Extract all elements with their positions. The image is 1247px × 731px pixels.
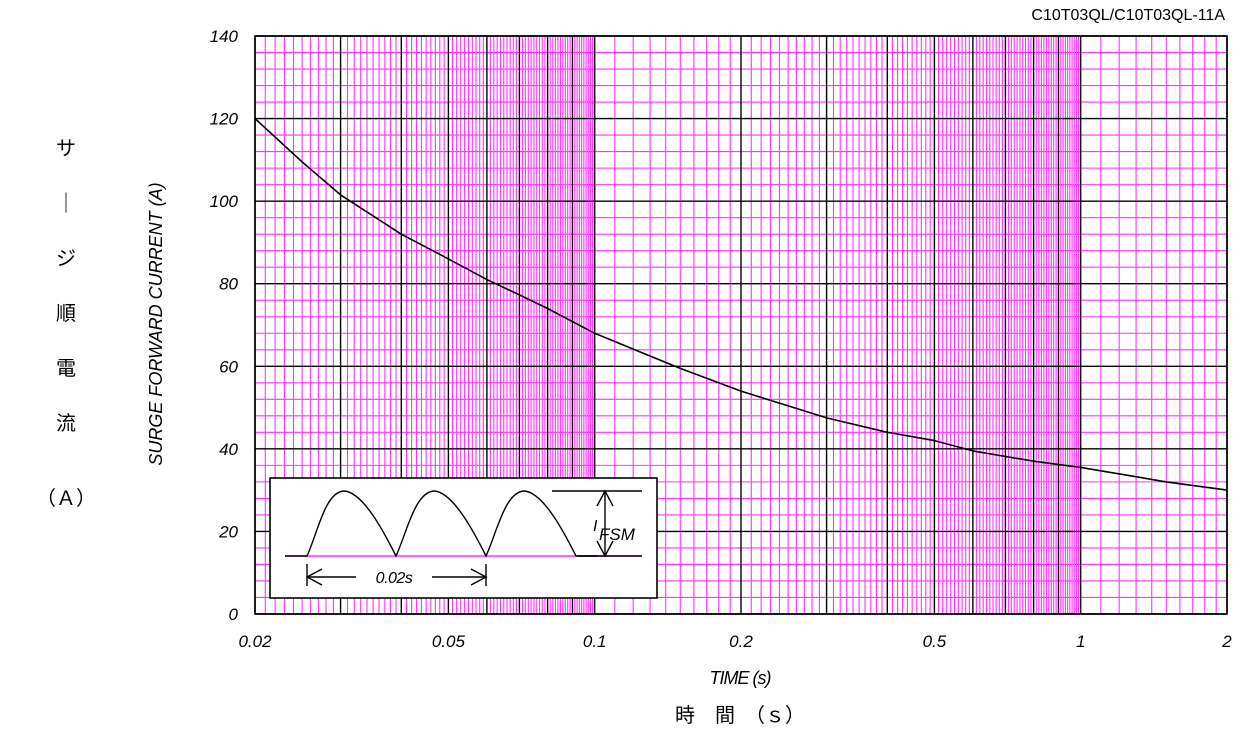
y-axis-label: SURGE FORWARD CURRENT (A) [146, 182, 166, 465]
y-tick-label: 80 [219, 275, 238, 294]
y-tick-label: 120 [210, 110, 239, 129]
chart-title: C10T03QL/C10T03QL-11A [1031, 7, 1225, 24]
y-axis-label-jp-char: （Ａ） [36, 486, 96, 510]
y-tick-label: 20 [218, 522, 238, 541]
y-axis-label-jp: サ ｜ ジ 順 電 流 （Ａ） [36, 136, 96, 510]
x-tick-labels: 0.02 0.05 0.1 0.2 0.5 1 2 [238, 632, 1232, 651]
x-tick-label: 0.05 [432, 632, 466, 651]
inset-amplitude-arrow-head-up [596, 489, 614, 507]
inset-amplitude-symbol: I [593, 518, 598, 535]
y-tick-label: 0 [229, 605, 239, 624]
surge-current-curve [254, 118, 1228, 491]
inset-amplitude-arrow-head-down [596, 540, 614, 558]
y-axis-label-jp-char: 電 [56, 356, 76, 380]
y-axis-label-jp-char: ジ [56, 246, 76, 270]
x-tick-label: 2 [1221, 632, 1232, 651]
x-axis-label-jp: 時 間 （ｓ） [675, 703, 805, 727]
y-tick-labels: 0 20 40 60 80 100 120 140 [210, 27, 239, 624]
inset-box [269, 477, 658, 599]
x-tick-label: 0.2 [729, 632, 753, 651]
inset-amplitude-label: I FSM [593, 518, 636, 544]
y-axis-label-jp-char: 流 [56, 411, 76, 435]
y-tick-label: 60 [219, 357, 238, 376]
inset-period-arrow-head-left [305, 568, 323, 586]
inset-waveform [285, 490, 598, 558]
series-layer [254, 118, 1228, 491]
y-axis-label-jp-char: 順 [56, 301, 76, 325]
inset-period-arrow-head-right [470, 568, 488, 586]
y-tick-label: 140 [210, 27, 239, 46]
y-tick-label: 40 [219, 440, 238, 459]
x-tick-label: 1 [1076, 632, 1085, 651]
plot-frame [254, 35, 1228, 615]
x-tick-label: 0.5 [923, 632, 947, 651]
inset-period-label: 0.02s [376, 570, 413, 587]
x-tick-label: 0.02 [238, 632, 272, 651]
y-tick-label: 100 [210, 192, 239, 211]
x-tick-label: 0.1 [583, 632, 607, 651]
y-axis-label-jp-char: ｜ [56, 191, 76, 215]
inset-amplitude-subscript: FSM [599, 525, 636, 544]
waveform-inset: I FSM 0.02s [269, 477, 658, 599]
x-axis-label: TIME (s) [710, 668, 771, 688]
y-axis-label-jp-char: サ [56, 136, 76, 160]
